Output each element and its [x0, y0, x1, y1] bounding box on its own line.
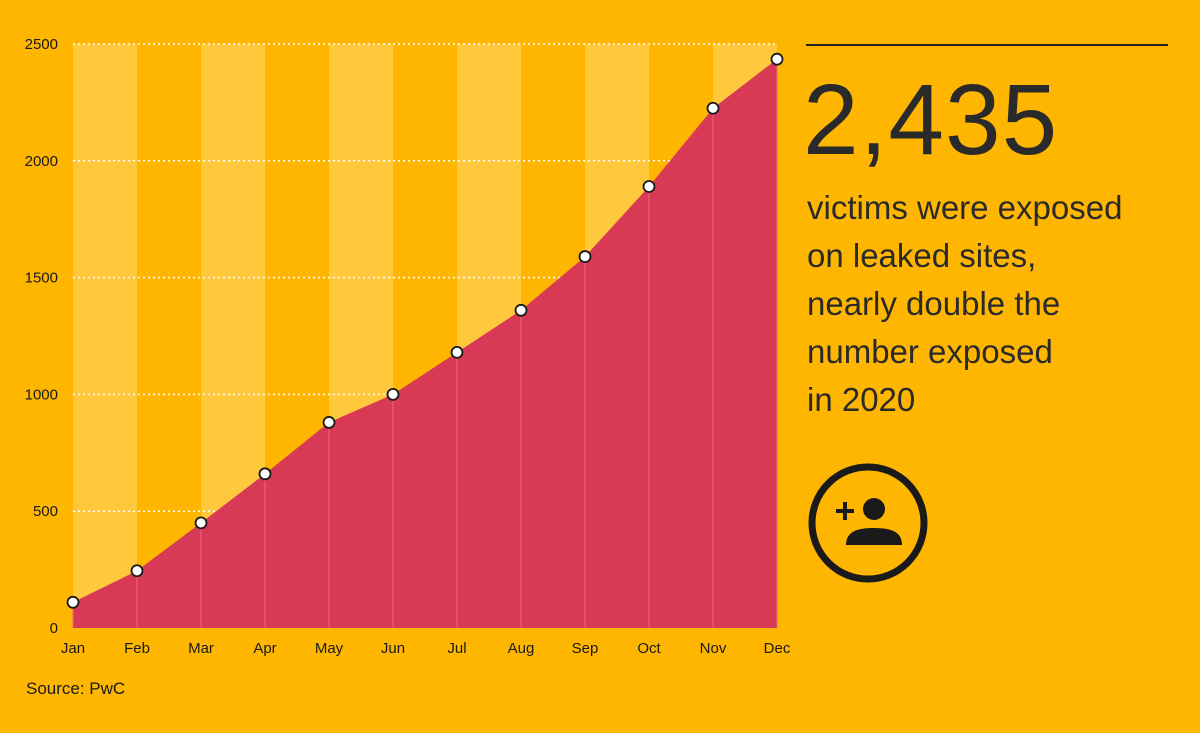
- y-tick-label: 0: [50, 620, 58, 637]
- x-tick-label: Jun: [381, 640, 405, 657]
- x-tick-label: Mar: [188, 640, 214, 657]
- y-tick-label: 500: [33, 503, 58, 520]
- data-point: [514, 303, 528, 317]
- data-point: [66, 595, 80, 609]
- y-tick-label: 1500: [25, 270, 58, 287]
- y-tick-label: 2500: [25, 36, 58, 53]
- x-tick-label: May: [315, 640, 344, 657]
- x-tick-label: Oct: [637, 640, 661, 657]
- y-axis-ticks: 0 500 1000 1500 2000 2500: [25, 36, 58, 637]
- headline-caption: victims were exposed on leaked sites, ne…: [807, 184, 1187, 424]
- x-tick-label: Nov: [700, 640, 727, 657]
- y-tick-label: 1000: [25, 386, 58, 403]
- data-point: [258, 467, 272, 481]
- caption-line: victims were exposed: [807, 189, 1123, 226]
- caption-line: in 2020: [807, 381, 916, 418]
- headline-number: 2,435: [803, 64, 1059, 176]
- column-band: [73, 44, 137, 628]
- source-note: Source: PwC: [26, 679, 126, 698]
- add-user-icon: [806, 461, 930, 585]
- caption-line: on leaked sites,: [807, 237, 1037, 274]
- data-point: [194, 516, 208, 530]
- divider: [806, 44, 1168, 46]
- data-point: [642, 180, 656, 193]
- data-points: [66, 52, 784, 609]
- x-tick-label: Aug: [508, 640, 535, 657]
- x-tick-label: Feb: [124, 640, 150, 657]
- data-point: [770, 52, 784, 66]
- y-tick-label: 2000: [25, 153, 58, 170]
- x-tick-label: Jan: [61, 640, 85, 657]
- data-point: [706, 101, 720, 115]
- x-tick-label: Dec: [764, 640, 791, 657]
- data-point: [386, 387, 400, 401]
- x-tick-label: Sep: [572, 640, 599, 657]
- data-point: [322, 416, 336, 429]
- x-axis-ticks: Jan Feb Mar Apr May Jun Jul Aug Sep Oct Nov Dec: [61, 640, 791, 657]
- x-tick-label: Jul: [447, 640, 466, 657]
- area-series: [73, 59, 777, 628]
- vertical-lines: [72, 59, 778, 628]
- x-tick-label: Apr: [253, 640, 276, 657]
- caption-line: number exposed: [807, 333, 1053, 370]
- caption-line: nearly double the: [807, 285, 1061, 322]
- data-point: [578, 250, 592, 263]
- data-point: [450, 345, 464, 359]
- data-point: [130, 564, 144, 578]
